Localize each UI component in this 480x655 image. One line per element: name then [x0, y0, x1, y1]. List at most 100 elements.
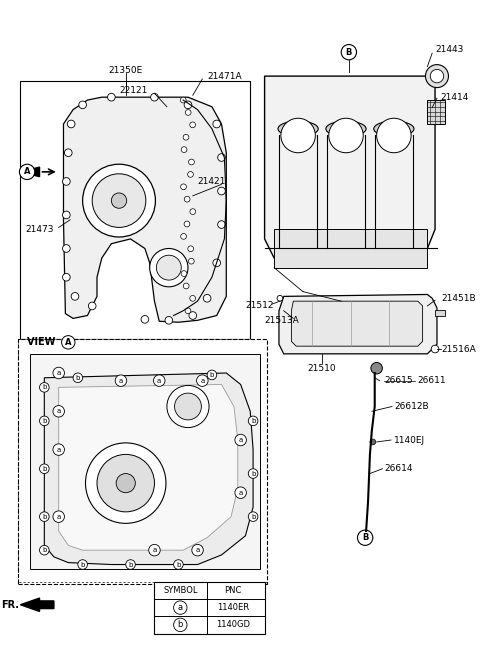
PathPatch shape [59, 384, 238, 550]
Text: a: a [239, 437, 243, 443]
Circle shape [62, 245, 70, 252]
Circle shape [19, 164, 35, 179]
Circle shape [277, 295, 283, 301]
Circle shape [64, 149, 72, 157]
Circle shape [185, 109, 191, 115]
Text: b: b [178, 620, 183, 629]
Circle shape [217, 154, 225, 161]
Circle shape [184, 221, 190, 227]
Circle shape [190, 209, 196, 214]
Circle shape [53, 511, 64, 523]
Text: A: A [24, 168, 30, 176]
Circle shape [174, 618, 187, 631]
Bar [427, 100, 444, 124]
Text: a: a [195, 547, 200, 553]
Circle shape [377, 119, 411, 153]
Circle shape [192, 544, 204, 556]
Circle shape [190, 295, 195, 301]
Text: 1140ER: 1140ER [217, 603, 249, 612]
PathPatch shape [44, 373, 253, 565]
PathPatch shape [264, 76, 435, 268]
Circle shape [213, 120, 220, 128]
Text: b: b [81, 561, 85, 567]
Bar [155, 582, 264, 635]
Text: 21473: 21473 [25, 225, 54, 234]
Circle shape [341, 45, 357, 60]
Circle shape [165, 316, 173, 324]
Text: B: B [362, 533, 368, 542]
Circle shape [197, 375, 208, 386]
Text: 1140EJ: 1140EJ [394, 436, 425, 445]
Circle shape [39, 416, 49, 426]
Text: a: a [57, 370, 61, 376]
Circle shape [61, 335, 75, 349]
Circle shape [183, 283, 189, 289]
Circle shape [281, 119, 315, 153]
Circle shape [151, 94, 158, 101]
Circle shape [235, 487, 246, 498]
Text: 21350E: 21350E [108, 66, 143, 75]
Text: 26611: 26611 [418, 376, 446, 385]
Text: a: a [57, 408, 61, 415]
Text: 21513A: 21513A [264, 316, 300, 325]
Circle shape [39, 383, 49, 392]
Circle shape [115, 375, 127, 386]
Circle shape [189, 312, 197, 320]
Circle shape [189, 258, 194, 264]
Circle shape [88, 302, 96, 310]
Text: b: b [42, 466, 47, 472]
Circle shape [156, 255, 181, 280]
Circle shape [180, 234, 186, 239]
Circle shape [180, 184, 186, 190]
Text: SYMBOL: SYMBOL [163, 586, 198, 595]
Circle shape [184, 101, 192, 109]
Circle shape [62, 178, 70, 185]
Bar [274, 229, 427, 268]
Bar [20, 81, 250, 339]
Text: b: b [42, 514, 47, 519]
Text: b: b [210, 372, 214, 378]
Bar [30, 354, 260, 569]
Text: a: a [200, 378, 204, 384]
Ellipse shape [278, 121, 318, 136]
Circle shape [85, 443, 166, 523]
Circle shape [181, 147, 187, 153]
Circle shape [53, 367, 64, 379]
Circle shape [141, 316, 149, 323]
Text: b: b [251, 470, 255, 477]
Text: a: a [157, 378, 161, 384]
Text: b: b [76, 375, 80, 381]
Text: b: b [128, 561, 132, 567]
Text: a: a [239, 490, 243, 496]
Circle shape [116, 474, 135, 493]
Circle shape [174, 601, 187, 614]
Circle shape [111, 193, 127, 208]
Ellipse shape [326, 121, 366, 136]
Text: 21512: 21512 [245, 301, 274, 310]
Text: b: b [176, 561, 180, 567]
Text: 21471A: 21471A [207, 71, 242, 81]
PathPatch shape [291, 301, 422, 346]
Circle shape [78, 560, 87, 569]
Circle shape [175, 393, 202, 420]
Text: 26612B: 26612B [394, 402, 429, 411]
Circle shape [150, 248, 188, 287]
Text: VIEW: VIEW [27, 337, 59, 347]
Circle shape [108, 94, 115, 101]
Circle shape [185, 308, 191, 314]
Text: b: b [42, 547, 47, 553]
Circle shape [329, 119, 363, 153]
Text: 21414: 21414 [441, 92, 469, 102]
Text: 21451B: 21451B [442, 294, 476, 303]
Circle shape [188, 172, 193, 178]
Text: b: b [251, 514, 255, 519]
Text: a: a [57, 514, 61, 519]
Text: 21443: 21443 [435, 45, 463, 54]
Circle shape [431, 345, 439, 353]
Circle shape [126, 560, 135, 569]
Ellipse shape [374, 121, 414, 136]
Circle shape [188, 246, 193, 252]
Circle shape [184, 196, 190, 202]
Text: a: a [178, 603, 183, 612]
Circle shape [204, 295, 211, 302]
